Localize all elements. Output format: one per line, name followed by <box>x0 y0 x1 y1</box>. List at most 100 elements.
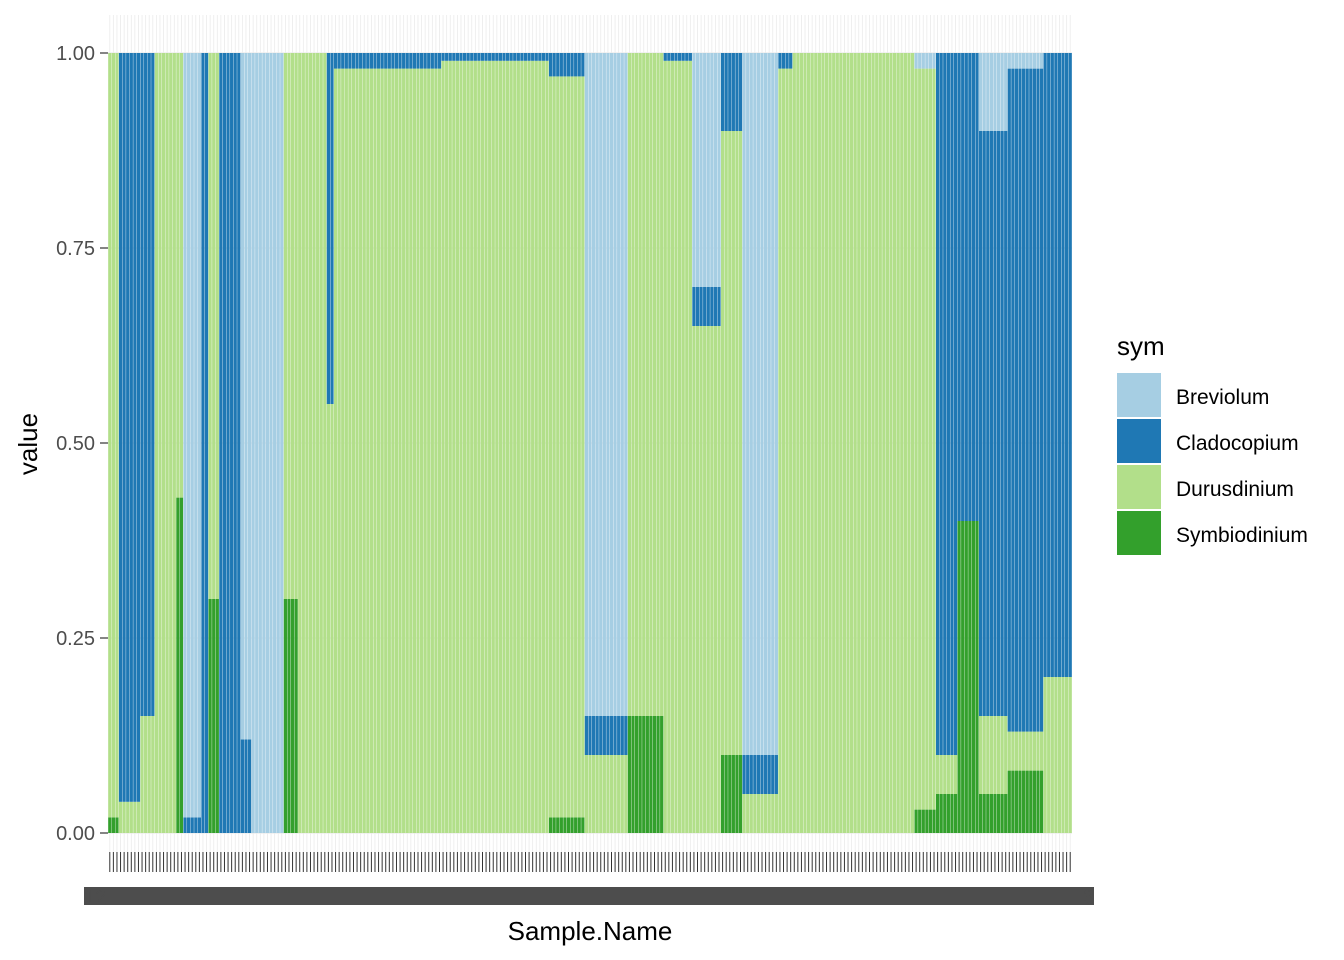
bar-segment-breviolum <box>767 53 771 755</box>
bar-segment-durusdinium <box>552 76 556 818</box>
bar-segment-durusdinium <box>215 53 219 599</box>
bar-segment-durusdinium <box>638 53 642 716</box>
bar-segment-durusdinium <box>699 326 703 833</box>
bar-segment-durusdinium <box>344 68 348 834</box>
bar-segment-durusdinium <box>341 68 345 834</box>
bar-segment-durusdinium <box>986 716 990 794</box>
bar-segment-durusdinium <box>308 53 313 833</box>
bar-segment-cladocopium <box>577 53 581 77</box>
bar-segment-symbiodinium <box>179 497 184 833</box>
bar-segment-symbiodinium <box>914 809 918 833</box>
bar-segment-durusdinium <box>756 794 761 833</box>
bar-segment-cladocopium <box>936 53 940 755</box>
bar-segment-durusdinium <box>717 326 721 833</box>
bar-segment-cladocopium <box>566 53 571 77</box>
bar-segment-durusdinium <box>803 53 807 833</box>
bar-segment-durusdinium <box>355 68 359 834</box>
bar-segment-breviolum <box>591 53 596 716</box>
bar-segment-durusdinium <box>484 60 488 834</box>
bar-segment-symbiodinium <box>634 716 639 833</box>
bar-segment-cladocopium <box>445 53 449 61</box>
bar-segment-cladocopium <box>190 817 194 833</box>
bar-segment-durusdinium <box>298 53 302 833</box>
bar-segment-cladocopium <box>330 53 334 404</box>
bar-segment-cladocopium <box>771 755 775 794</box>
y-tick-label: 0.50 <box>56 433 95 455</box>
bar-segment-durusdinium <box>1047 677 1051 833</box>
bar-segment-durusdinium <box>799 53 804 833</box>
bar-segment-cladocopium <box>681 53 685 61</box>
bar-segment-cladocopium <box>409 53 413 69</box>
bar-segment-cladocopium <box>247 739 252 833</box>
bar-segment-cladocopium <box>405 53 409 69</box>
bar-segment-breviolum <box>1000 53 1004 131</box>
bar-segment-durusdinium <box>1065 677 1069 833</box>
bar-segment-symbiodinium <box>957 521 961 833</box>
bar-segment-cladocopium <box>1065 53 1069 677</box>
bar-segment-breviolum <box>1011 53 1015 69</box>
bar-segment-cladocopium <box>609 716 614 755</box>
bar-segment-cladocopium <box>599 716 603 755</box>
bar-segment-cladocopium <box>527 53 531 61</box>
bar-segment-cladocopium <box>753 755 757 794</box>
bar-segment-breviolum <box>584 53 589 716</box>
bar-segment-breviolum <box>982 53 986 131</box>
bar-segment-durusdinium <box>391 68 395 834</box>
bar-segment-symbiodinium <box>563 817 567 833</box>
bar-segment-cladocopium <box>230 53 234 833</box>
bar-segment-durusdinium <box>670 60 675 834</box>
bar-segment-cladocopium <box>993 131 997 716</box>
bar-segment-durusdinium <box>136 801 141 833</box>
bar-segment-durusdinium <box>875 53 879 833</box>
bar-segment-cladocopium <box>147 53 151 716</box>
bar-segment-durusdinium <box>1032 731 1036 771</box>
bar-segment-breviolum <box>620 53 624 716</box>
bar-segment-cladocopium <box>677 53 682 61</box>
bar-segment-durusdinium <box>649 53 653 716</box>
bar-segment-durusdinium <box>1054 677 1058 833</box>
bar-segment-durusdinium <box>402 68 406 834</box>
bar-segment-durusdinium <box>283 53 288 599</box>
bar-segment-durusdinium <box>939 755 943 794</box>
bar-segment-cladocopium <box>373 53 377 69</box>
bar-segment-symbiodinium <box>627 716 632 833</box>
bar-segment-durusdinium <box>384 68 388 834</box>
bar-segment-durusdinium <box>505 60 510 834</box>
bar-segment-cladocopium <box>563 53 567 77</box>
x-tick-layer: 12 3 <box>84 852 1094 909</box>
bar-segment-cladocopium <box>971 53 976 521</box>
bar-segment-cladocopium <box>452 53 456 61</box>
bar-segment-breviolum <box>280 53 284 833</box>
bar-segment-cladocopium <box>219 53 223 833</box>
bar-segment-durusdinium <box>864 53 868 833</box>
bar-segment-cladocopium <box>473 53 477 61</box>
bar-segment-durusdinium <box>359 68 363 834</box>
bar-segment-cladocopium <box>534 53 538 61</box>
bar-segment-breviolum <box>595 53 599 716</box>
bar-segment-cladocopium <box>749 755 753 794</box>
bar-segment-breviolum <box>273 53 277 833</box>
bar-segment-durusdinium <box>900 53 904 833</box>
bar-segment-cladocopium <box>427 53 431 69</box>
bar-segment-durusdinium <box>617 755 621 833</box>
bar-segment-cladocopium <box>1007 68 1011 732</box>
bar-segment-cladocopium <box>1039 68 1044 732</box>
bar-segment-symbiodinium <box>656 716 660 833</box>
bar-segment-cladocopium <box>763 755 768 794</box>
bar-segment-durusdinium <box>652 53 657 716</box>
bar-segment-cladocopium <box>344 53 348 69</box>
bar-segment-durusdinium <box>1039 731 1044 771</box>
bar-segment-symbiodinium <box>724 755 728 833</box>
bar-segment-durusdinium <box>882 53 886 833</box>
bar-segment-cladocopium <box>434 53 438 69</box>
bar-segment-breviolum <box>197 53 201 818</box>
bar-segment-cladocopium <box>391 53 395 69</box>
bar-segment-cladocopium <box>387 53 391 69</box>
bar-segment-cladocopium <box>688 53 692 61</box>
bar-segment-breviolum <box>1032 53 1036 69</box>
bar-segment-breviolum <box>699 53 703 287</box>
bar-segment-cladocopium <box>756 755 761 794</box>
bar-segment-cladocopium <box>591 716 596 755</box>
bar-segment-durusdinium <box>695 326 700 833</box>
bar-segment-breviolum <box>609 53 614 716</box>
